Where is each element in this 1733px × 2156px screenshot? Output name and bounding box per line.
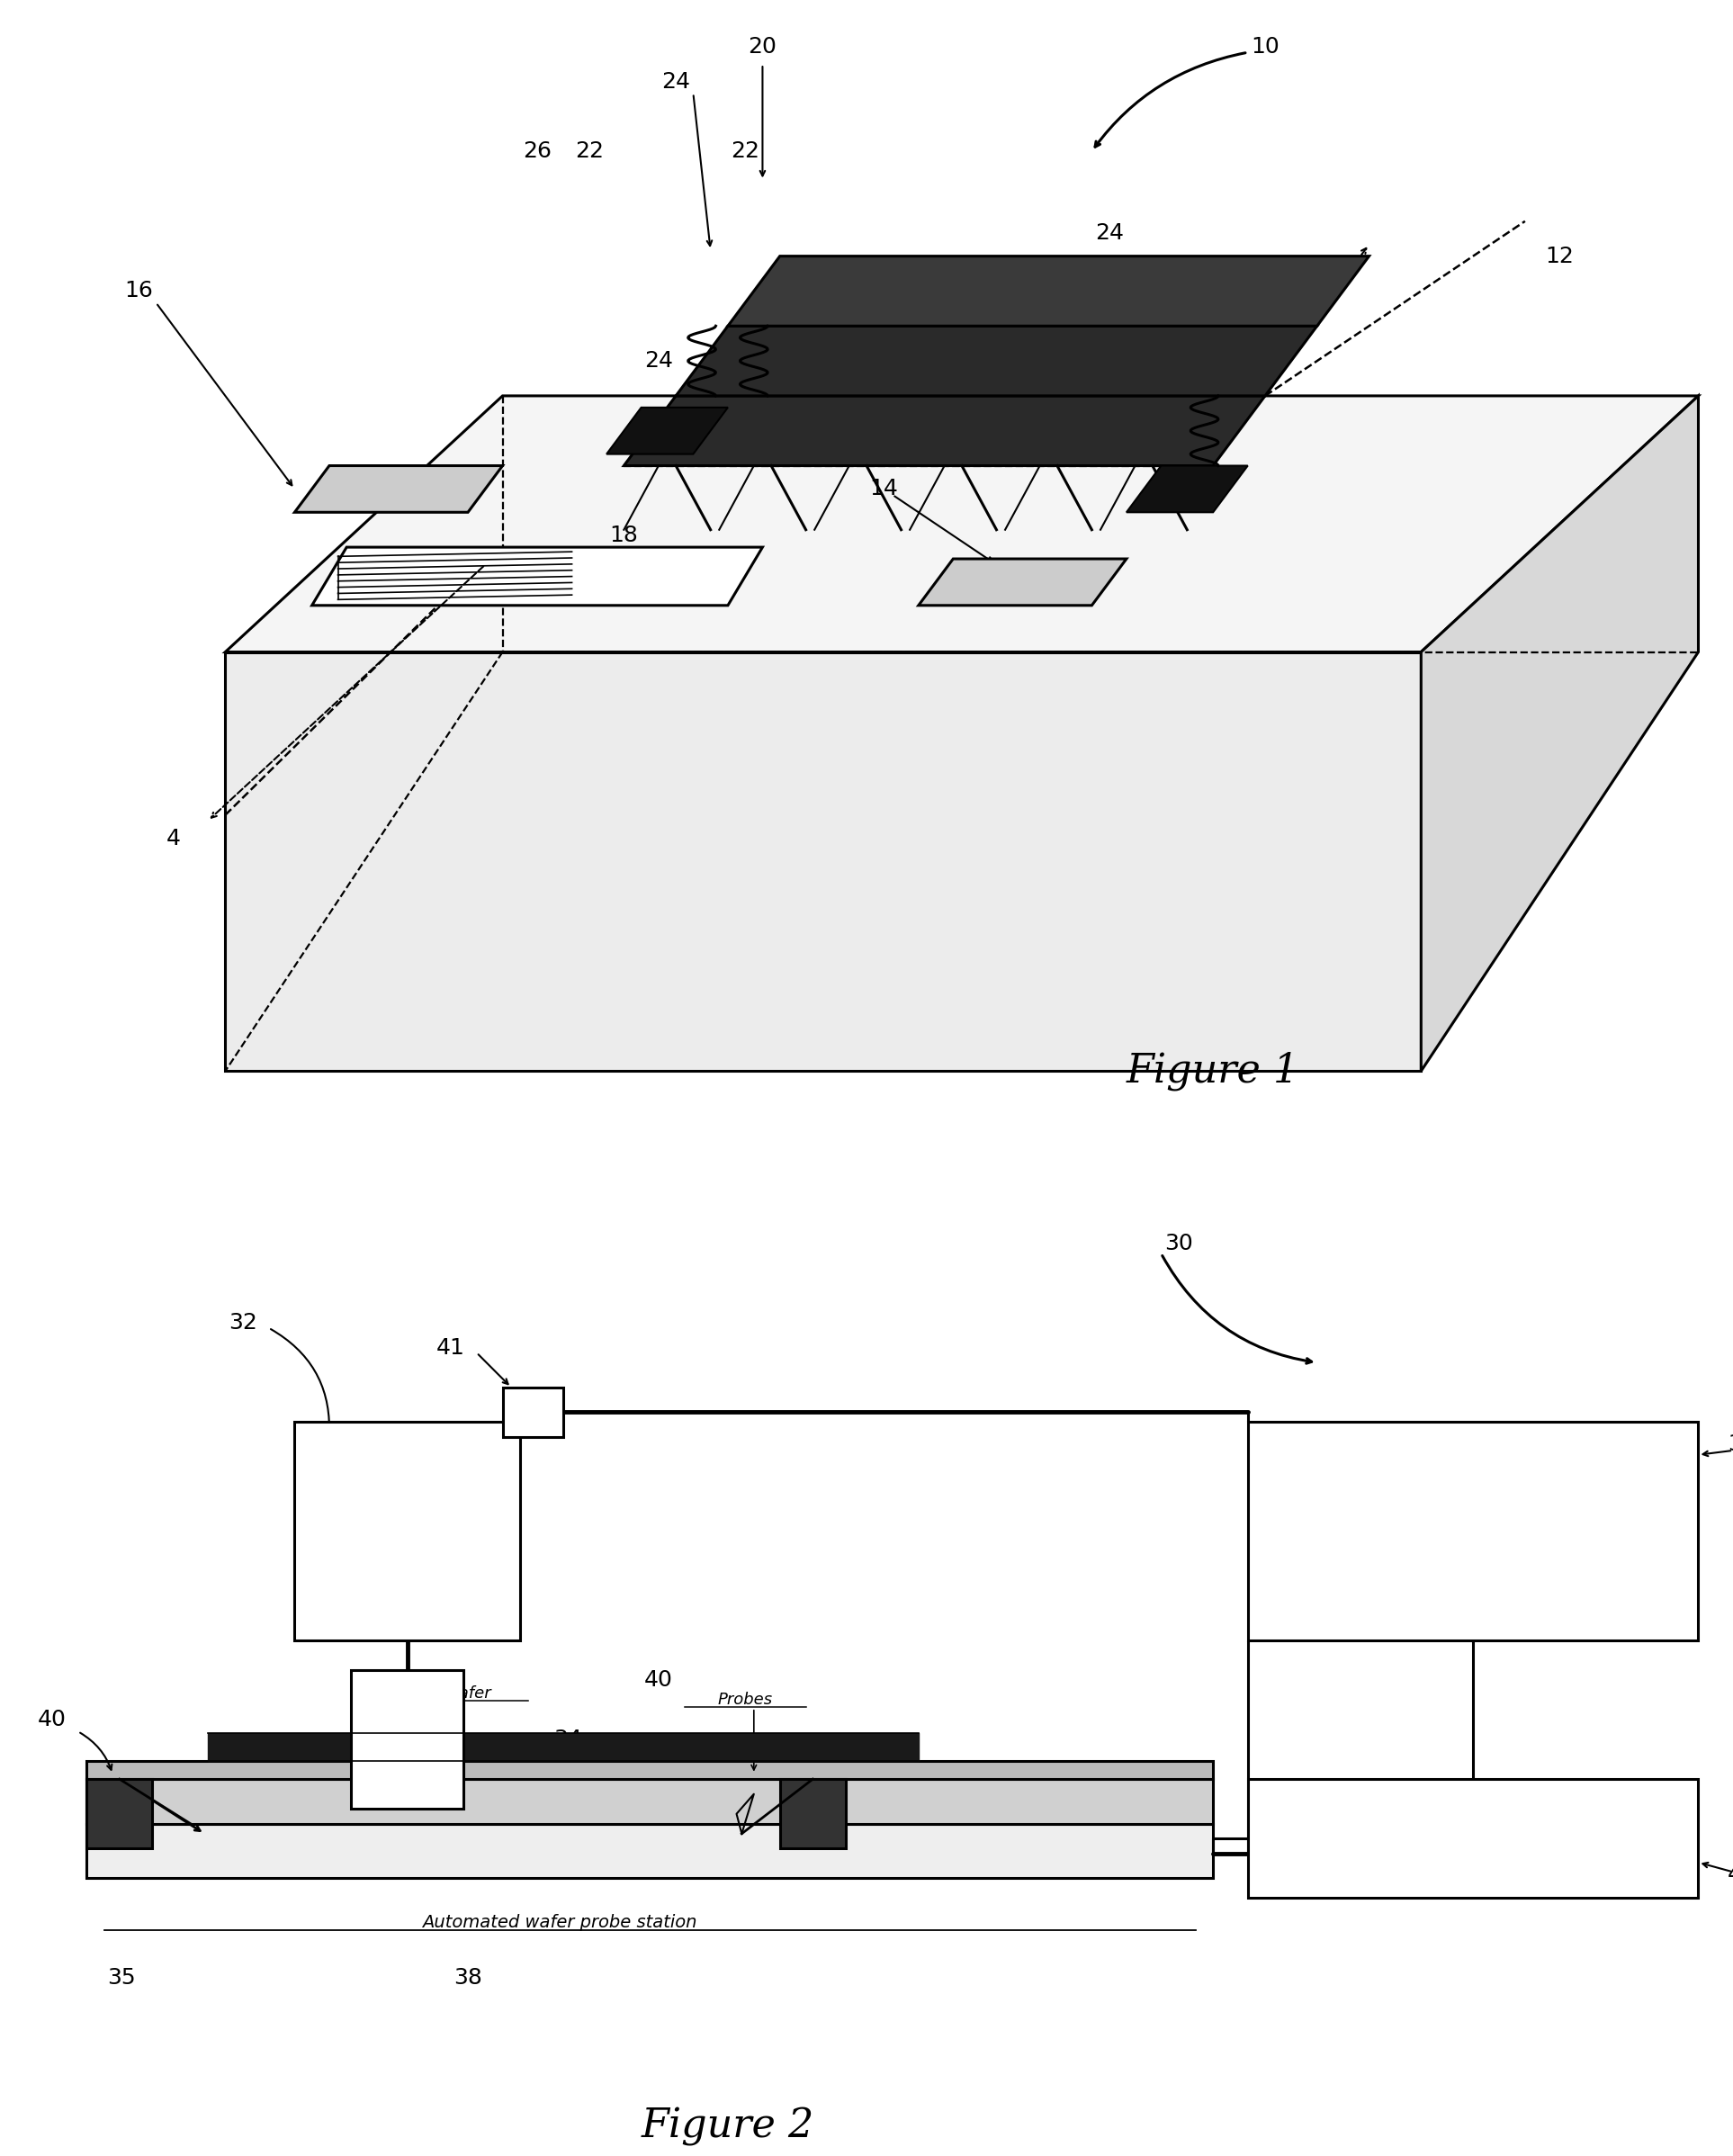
Text: 36: 36 (1728, 1434, 1733, 1455)
Polygon shape (295, 466, 503, 513)
Polygon shape (225, 397, 1698, 651)
Text: 24: 24 (1095, 222, 1123, 244)
Text: from metrology tool: from metrology tool (1399, 1572, 1548, 1587)
Text: Metrology tool: Metrology tool (1414, 1830, 1532, 1848)
Text: & laser with feedback: & laser with feedback (1392, 1529, 1555, 1546)
Polygon shape (728, 257, 1369, 326)
Text: Controls probe station: Controls probe station (1390, 1490, 1556, 1507)
Text: 14: 14 (870, 479, 898, 500)
Text: 24: 24 (645, 349, 672, 371)
Bar (87, 1824, 1213, 1878)
Text: 32: 32 (229, 1313, 256, 1335)
Bar (1248, 1779, 1698, 1897)
Text: 30: 30 (1165, 1233, 1192, 1255)
Text: 26: 26 (523, 140, 551, 162)
Text: 22: 22 (575, 140, 603, 162)
Bar (780, 1779, 846, 1848)
Polygon shape (1126, 466, 1248, 513)
Text: Figure 1: Figure 1 (1126, 1052, 1300, 1091)
Text: 35: 35 (107, 1966, 135, 1988)
Text: 22: 22 (1095, 291, 1123, 313)
Text: 20: 20 (749, 37, 776, 58)
Polygon shape (676, 326, 1317, 397)
Text: Wafer: Wafer (444, 1686, 492, 1701)
Text: Trimmer: Trimmer (371, 1548, 444, 1565)
Text: 4: 4 (166, 828, 180, 849)
Bar (1248, 1423, 1698, 1641)
Text: Figure 2: Figure 2 (641, 2106, 815, 2145)
Bar (87, 1779, 1213, 1824)
Text: Automated wafer probe station: Automated wafer probe station (423, 1915, 697, 1932)
Bar (87, 1779, 153, 1848)
Text: 24: 24 (662, 71, 690, 93)
Text: Probes: Probes (717, 1692, 773, 1708)
Text: 10: 10 (1251, 37, 1279, 58)
Polygon shape (624, 397, 1265, 466)
Text: 12: 12 (1546, 246, 1574, 267)
Text: 18: 18 (610, 524, 638, 545)
Text: 22: 22 (731, 140, 759, 162)
Text: Cutter/: Cutter/ (376, 1501, 438, 1518)
Bar (503, 1388, 563, 1436)
Text: 34: 34 (553, 1729, 582, 1751)
Text: 4: 4 (1327, 257, 1341, 278)
Polygon shape (1421, 397, 1698, 1072)
Text: Computer: Computer (1421, 1442, 1525, 1460)
Bar (87, 1761, 1213, 1779)
Text: 38: 38 (454, 1966, 482, 1988)
Text: 40: 40 (38, 1710, 66, 1731)
Text: 16: 16 (125, 280, 153, 302)
Text: 11: 11 (922, 373, 950, 395)
Text: 42: 42 (1728, 1863, 1733, 1884)
Text: 10: 10 (386, 1684, 411, 1703)
Polygon shape (918, 558, 1126, 606)
Bar (352, 1671, 464, 1809)
Text: 40: 40 (645, 1669, 672, 1690)
Polygon shape (312, 548, 763, 606)
Text: Laser: Laser (383, 1457, 432, 1475)
Polygon shape (607, 407, 728, 455)
Polygon shape (225, 651, 1421, 1072)
Bar (295, 1423, 520, 1641)
Text: 41: 41 (437, 1337, 464, 1358)
